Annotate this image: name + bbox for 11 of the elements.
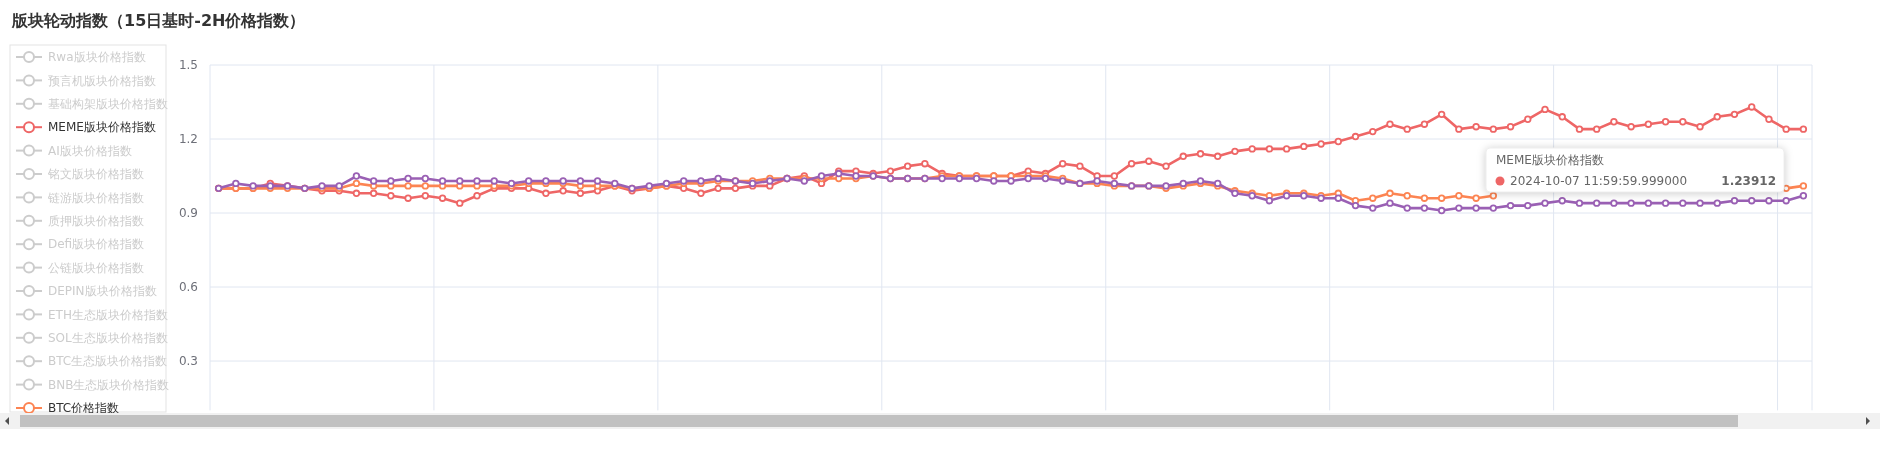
y-tick-label: 1.5 [178,58,198,73]
annotation: 2024-10-07 11:59:59.999000 [1510,174,1688,188]
annotation: 1.23912 [1721,174,1776,188]
legend-label: BTC价格指数 [48,401,120,416]
chart-title: 版块轮动指数（15日基时-2H价格指数） [11,11,306,30]
y-tick-label: 0.6 [178,280,198,295]
y-tick-label: 0.9 [178,206,198,221]
annotation: MEME版块价格指数 [1496,153,1604,167]
y-tick-label: 0.3 [178,354,198,369]
legend-label: MEME版块价格指数 [48,120,156,135]
y-tick-label: 1.2 [178,132,198,147]
